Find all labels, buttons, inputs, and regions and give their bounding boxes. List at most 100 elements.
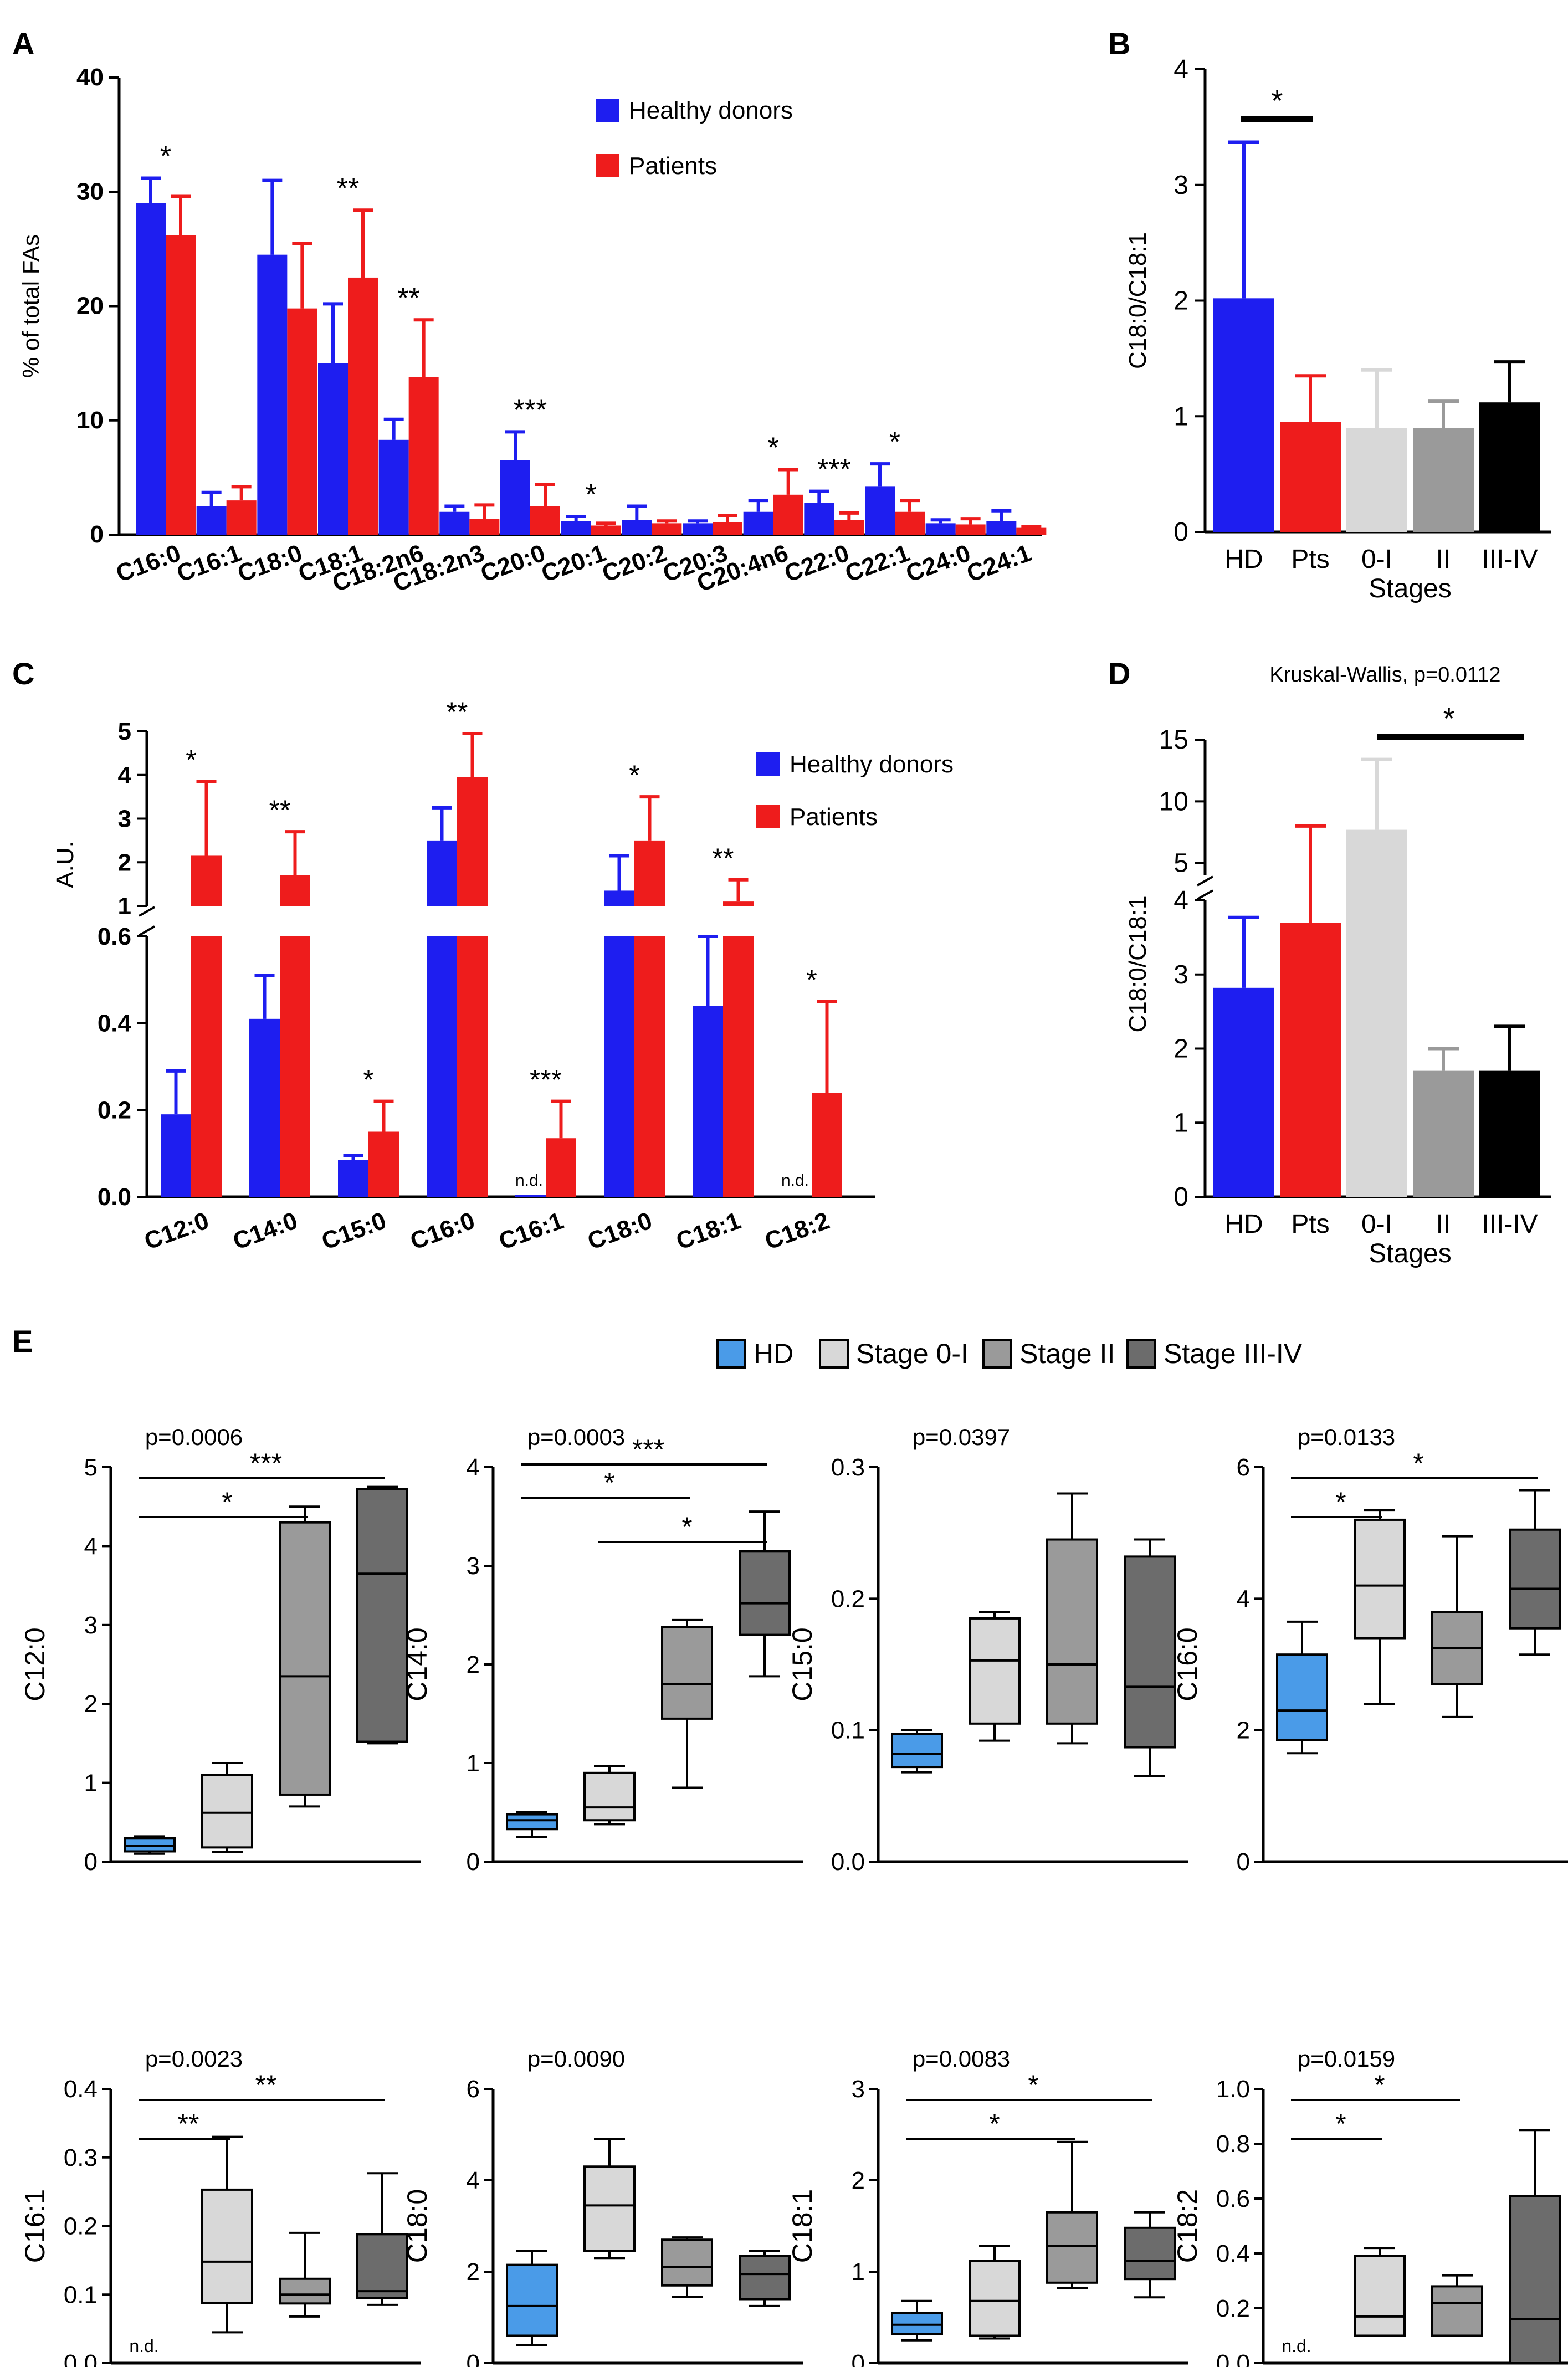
e-plot-c16-0-y-tick-label: 4 — [1237, 1585, 1250, 1612]
e-plot-c16-1-y-tick-label: 0.1 — [64, 2281, 98, 2308]
panel-c-bar-chart: 0.0 0.2 0.4 0.6 1 2 3 4 5 A.U. C12:0 C14:0 C15:0 C16:… — [52, 696, 954, 1255]
c-bar-healthy-donors-c16-0-upper — [427, 840, 457, 906]
a-bar-patients-c20-2 — [652, 523, 682, 535]
c-y-tick-label: 0.0 — [98, 1184, 131, 1211]
a-bar-patients-c20-4n6 — [773, 494, 803, 535]
c-bar-healthy-donors-c14-0 — [249, 1018, 280, 1197]
c-bar-healthy-donors-c18-0-upper — [604, 890, 634, 906]
b-y-tick-label: 3 — [1174, 171, 1188, 200]
e-plot-c18-1-significance-label-0-3: * — [1028, 2069, 1038, 2100]
d-x-tick-label-iii-iv: III-IV — [1482, 1210, 1538, 1239]
b-y-tick-label: 2 — [1174, 286, 1188, 316]
e-plot-c18-2-y-tick-label: 0.6 — [1216, 2185, 1250, 2212]
a-bar-healthy-donors-c18-0 — [257, 254, 288, 535]
panel-letter-a: A — [12, 26, 34, 61]
e-plot-c18-2-y-tick-label: 0.8 — [1216, 2130, 1250, 2158]
c-bar-patients-c18-1-lower — [723, 936, 754, 1197]
c-bar-patients-c14-0-lower — [280, 936, 310, 1197]
e-plot-c12-0-p-value: p=0.0006 — [145, 1424, 243, 1450]
e-plot-c16-0-y-axis-label: C16:0 — [1172, 1627, 1203, 1701]
c-x-tick-label: C15:0 — [318, 1207, 390, 1255]
e-plot-c18-2-y-tick-label: 1.0 — [1216, 2076, 1250, 2103]
e-plot-c14-0-box-hd-iqr — [506, 1813, 558, 1831]
a-bar-patients-c20-3 — [713, 522, 742, 535]
c-y-tick-label: 1 — [118, 893, 131, 920]
e-plot-c14-0-y-tick-label: 1 — [467, 1750, 480, 1777]
c-significance-c14-0: ** — [269, 795, 291, 826]
e-plot-c18-2-box-stage-ii-iqr — [1431, 2285, 1483, 2337]
a-bar-healthy-donors-c22-1 — [865, 486, 895, 535]
e-plot-c15-0-y-tick-label: 0.2 — [831, 1585, 865, 1612]
c-x-tick-label: C16:1 — [495, 1207, 567, 1255]
e-plot-c18-0-box-stage-iii-iv-iqr — [739, 2255, 791, 2301]
e-plot-c16-0-significance-label-0-1: * — [1335, 1487, 1346, 1518]
c-x-tick-label: C14:0 — [229, 1207, 301, 1255]
c-not-detected-c16-1: n.d. — [515, 1171, 543, 1190]
b-significance-label: * — [1271, 84, 1283, 117]
c-not-detected-c18-2: n.d. — [781, 1171, 809, 1190]
e-plot-c16-1-significance-label-0-1: ** — [178, 2108, 199, 2139]
a-y-axis-label: % of total FAs — [18, 234, 44, 378]
e-plot-c14-0-y-tick-label: 0 — [467, 1848, 480, 1876]
a-bar-healthy-donors-c16-1 — [196, 506, 227, 535]
c-x-tick-label: C16:0 — [407, 1207, 478, 1255]
e-plot-c12-0-y-tick-label: 4 — [84, 1533, 98, 1560]
c-bar-patients-c16-1 — [546, 1138, 576, 1197]
c-bar-patients-c14-0-upper — [280, 875, 310, 906]
e-plot-c16-0-y-tick-label: 6 — [1237, 1454, 1250, 1481]
a-bar-healthy-donors-c18-1 — [318, 363, 348, 535]
a-bar-healthy-donors-c20-3 — [683, 523, 713, 535]
b-y-tick-label: 1 — [1174, 402, 1188, 431]
a-bar-healthy-donors-c16-0 — [136, 203, 166, 535]
e-plot-c14-0-y-tick-label: 2 — [467, 1651, 480, 1678]
e-plot-c12-0-significance-label-0-2: * — [222, 1487, 232, 1518]
c-x-tick-label: C12:0 — [141, 1207, 212, 1255]
e-plot-c15-0-box-stage-iii-iv-iqr — [1124, 1555, 1176, 1749]
c-legend-swatch-patients — [756, 805, 780, 828]
e-plot-c12-0-significance-label-0-3: *** — [250, 1448, 282, 1479]
d-y-tick-label: 15 — [1159, 725, 1188, 755]
d-bar-pts — [1280, 923, 1341, 1197]
c-y-tick-label: 0.2 — [98, 1097, 131, 1124]
a-bar-healthy-donors-c18-2n3 — [439, 511, 470, 535]
e-plot-c18-2-box-stage-0-i-iqr — [1354, 2255, 1406, 2337]
e-plot-c18-1-box-hd-iqr — [891, 2312, 943, 2335]
e-plot-c18-2-y-tick-label: 0.2 — [1216, 2295, 1250, 2322]
a-bar-healthy-donors-c20-0 — [500, 460, 530, 535]
a-bar-patients-c20-0 — [530, 506, 560, 535]
c-bar-healthy-donors-c12-0 — [161, 1114, 191, 1197]
c-significance-c15-0: * — [363, 1064, 373, 1095]
e-plot-c14-0-y-tick-label: 4 — [467, 1454, 480, 1481]
b-bar-ii — [1413, 428, 1474, 532]
e-plot-c14-0-y-axis-label: C14:0 — [402, 1627, 433, 1701]
c-bar-healthy-donors-c15-0 — [338, 1160, 368, 1197]
e-plot-c15-0-box-hd-iqr — [891, 1733, 943, 1769]
e-plot-c18-1-y-axis-label: C18:1 — [787, 2189, 818, 2263]
c-y-tick-label: 5 — [118, 718, 131, 745]
c-axis-break-upper-a — [139, 906, 155, 917]
e-plot-c18-0-y-tick-label: 6 — [467, 2076, 480, 2103]
a-significance-c20-0: *** — [514, 394, 547, 426]
e-legend-label-hd: HD — [754, 1338, 793, 1369]
d-significance-label: * — [1443, 702, 1454, 735]
e-plot-c14-0-significance-label-1-3: * — [681, 1512, 692, 1543]
panel-letter-e: E — [12, 1324, 33, 1359]
d-y-tick-label: 2 — [1174, 1034, 1188, 1064]
a-bar-healthy-donors-c24-1 — [986, 521, 1017, 535]
e-plot-c16-1-box-stage-0-i-iqr — [201, 2188, 253, 2304]
d-y-tick-label: 5 — [1174, 849, 1188, 878]
e-plot-c16-1-significance-label-0-3: ** — [255, 2069, 277, 2100]
a-bar-healthy-donors-c20-4n6 — [743, 511, 773, 535]
c-legend-label-healthy-donors: Healthy donors — [790, 751, 954, 778]
e-plot-c14-0-y-tick-label: 3 — [467, 1553, 480, 1580]
e-plot-c12-0-y-tick-label: 1 — [84, 1770, 98, 1797]
c-bar-patients-c18-1-upper — [723, 901, 754, 906]
e-plot-c18-1-p-value: p=0.0083 — [913, 2046, 1010, 2072]
e-legend-swatch-hd — [716, 1339, 746, 1369]
a-bar-patients-c20-1 — [591, 525, 621, 535]
panel-d-bar-chart: Kruskal-Wallis, p=0.0112 0 1 2 3 4 5 10 15 C18:0… — [1124, 663, 1551, 1268]
e-plot-c12-0-y-tick-label: 2 — [84, 1690, 98, 1718]
e-plot-c18-0-p-value: p=0.0090 — [527, 2046, 625, 2072]
c-axis-break-lower-a — [139, 925, 155, 936]
